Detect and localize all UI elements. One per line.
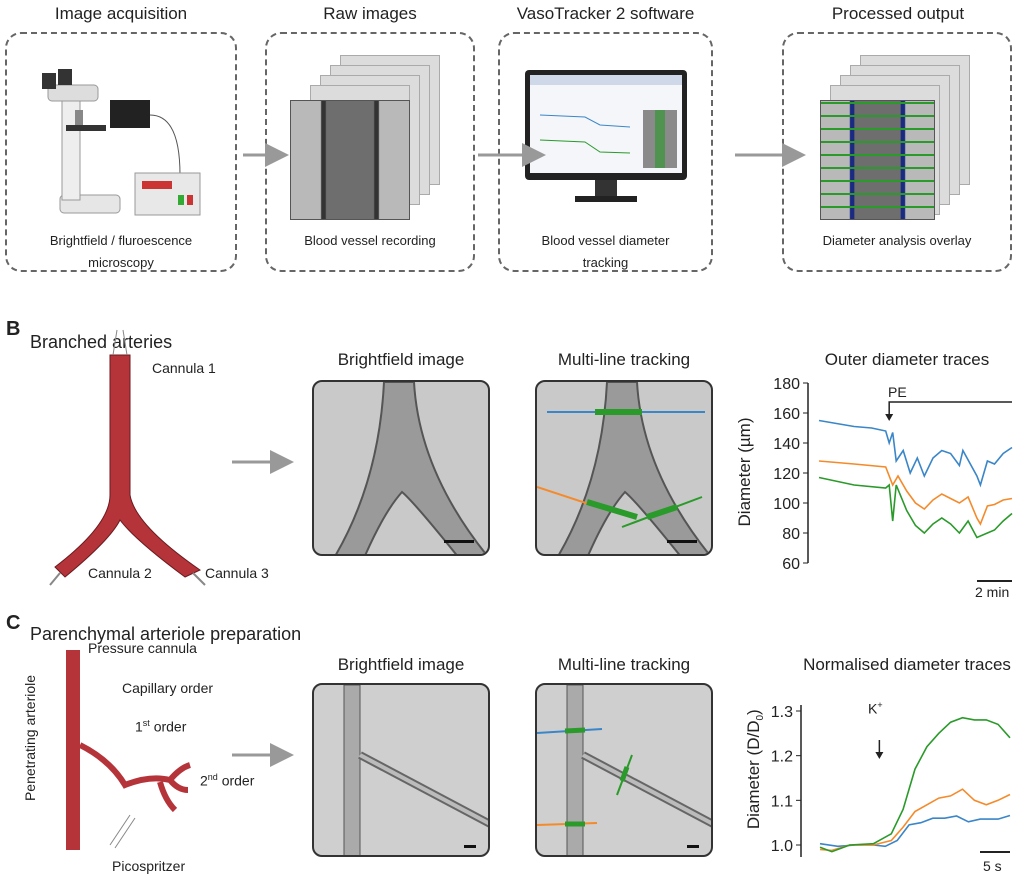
y-tick-label: 180 [773,376,800,393]
y-tick-label: 80 [782,526,800,543]
label-cannula-3: Cannula 3 [205,565,269,581]
y-tick-label: 60 [782,556,800,573]
panel-title-c: Parenchymal arteriole preparation [30,624,302,644]
tracking-image-b [535,380,713,556]
step-box-software [498,32,713,272]
panel-title-b: Branched arteries [30,332,173,352]
step-caption-raw: Blood vessel recording [304,233,436,248]
step-caption-software: Blood vessel diameter tracking [498,230,713,274]
label-text: order [217,772,255,789]
chart-b-annotation: PE [888,384,907,400]
label-pressure-cannula: Pressure cannula [88,640,197,656]
down-arrow-icon [885,414,894,421]
overlay-frame-image [820,100,935,220]
label-text: 1 [135,718,143,735]
trace-blue [819,814,1011,848]
step-caption-acquisition: Brightfield / fluroescence microscopy [5,230,237,274]
step-caption-output: Diameter analysis overlay [822,233,972,248]
vessel-frame-image [290,100,410,220]
label-sup: st [142,718,150,728]
caption-line: Blood vessel diameter [541,233,670,248]
trace-green [819,716,1011,853]
image-title-brightfield-b: Brightfield image [337,350,465,369]
brightfield-image-b [312,380,490,556]
caption-line: tracking [582,255,629,270]
label-cannula-1: Cannula 1 [152,360,216,376]
caption-line: microscopy [88,255,154,270]
y-tick-label: 120 [773,466,800,483]
monitor-icon [525,70,687,202]
y-tick-label: 1.0 [771,838,793,855]
panel-letter-c: C [6,612,21,634]
caption-line: Brightfield / fluroescence [49,233,193,248]
chart-b-scalebar-label: 2 min [975,584,1010,600]
arteriole-drawing [66,650,191,850]
label-sup: nd [207,772,218,782]
pe-application-line [888,401,1012,416]
label-text: order [149,718,187,735]
trace-green [818,476,1013,539]
step-title-software: VasoTracker 2 software [516,4,695,23]
label-first-order: 1st order [135,718,186,735]
label-capillary-order: Capillary order [122,680,214,696]
label-text: 2 [200,772,208,789]
annotation-text: K [868,700,878,717]
panel-letter-b: B [6,318,21,340]
chart-c-title: Normalised diameter traces [803,655,1011,674]
label-picospritzer: Picospritzer [112,858,186,874]
chart-c-scalebar-label: 5 s [983,858,1002,874]
chart-c-annotation: K+ [868,700,883,717]
chart-b-title: Outer diameter traces [824,350,990,369]
trace-blue [818,419,1013,488]
step-title-output: Processed output [831,4,965,23]
label-cannula-2: Cannula 2 [88,565,152,581]
step-box-acquisition [5,32,237,272]
y-tick-label: 140 [773,436,800,453]
annotation-sup: + [877,700,883,710]
tracking-image-c [535,683,713,857]
microscope-icon [42,69,201,216]
step-title-acquisition: Image acquisition [54,4,188,23]
y-tick-label: 1.1 [771,793,793,810]
image-title-brightfield-c: Brightfield image [337,655,465,674]
brightfield-image-c [312,683,490,857]
y-tick-label: 100 [773,496,800,513]
y-tick-label: 160 [773,406,800,423]
y-tick-label: 1.2 [771,749,793,766]
step-title-raw: Raw images [323,4,417,23]
y-tick-label: 1.3 [771,704,793,721]
trace-orange [818,460,1013,526]
image-title-tracking-b: Multi-line tracking [557,350,691,369]
label-second-order: 2nd order [200,772,254,789]
image-title-tracking-c: Multi-line tracking [557,655,691,674]
down-arrow-icon [875,752,884,759]
branched-artery-drawing [49,329,206,586]
